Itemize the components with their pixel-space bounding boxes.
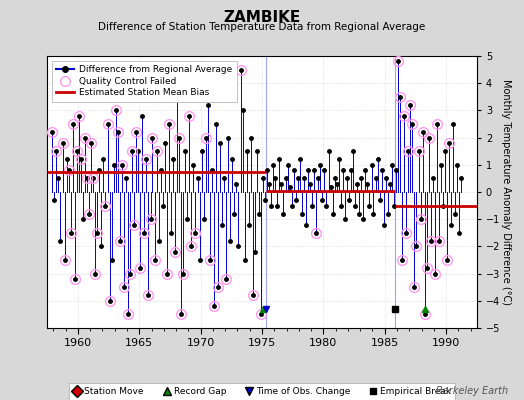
Text: Difference of Station Temperature Data from Regional Average: Difference of Station Temperature Data f… bbox=[99, 22, 425, 32]
Text: ZAMBIKE: ZAMBIKE bbox=[223, 10, 301, 25]
Legend: Station Move, Record Gap, Time of Obs. Change, Empirical Break: Station Move, Record Gap, Time of Obs. C… bbox=[69, 384, 455, 400]
Y-axis label: Monthly Temperature Anomaly Difference (°C): Monthly Temperature Anomaly Difference (… bbox=[501, 79, 511, 305]
Text: Berkeley Earth: Berkeley Earth bbox=[436, 386, 508, 396]
